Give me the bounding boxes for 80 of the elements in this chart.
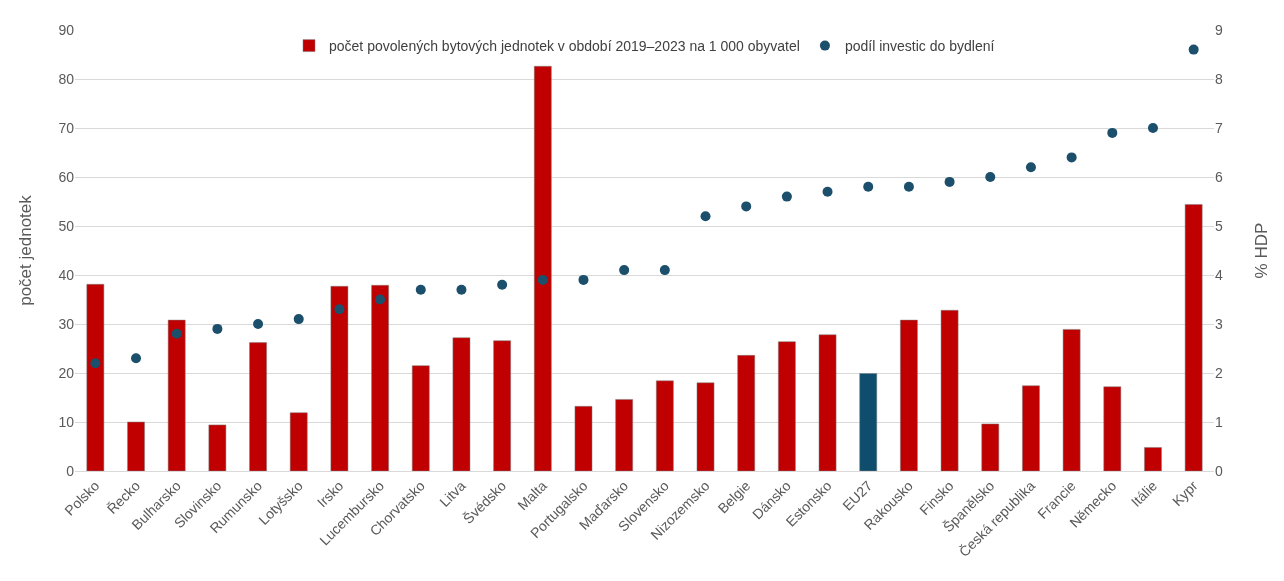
- bar: [167, 319, 186, 471]
- point: [375, 294, 386, 305]
- bar: [737, 355, 755, 471]
- point: [212, 323, 223, 334]
- point: [1147, 123, 1158, 133]
- bar: [452, 337, 471, 471]
- y-tick-label: 10: [58, 413, 75, 430]
- point: [253, 319, 264, 329]
- bar: [411, 365, 430, 471]
- bar: [86, 284, 105, 471]
- bar: [859, 373, 878, 471]
- bar: [1062, 329, 1081, 471]
- bar: [208, 424, 227, 471]
- y-tick-label: 60: [58, 168, 75, 185]
- point: [497, 279, 508, 290]
- y-tick-label: 0: [66, 462, 75, 479]
- bar: [127, 421, 145, 471]
- point: [90, 358, 101, 369]
- point: [1066, 152, 1077, 163]
- y-tick-label: 50: [58, 217, 75, 234]
- point: [781, 191, 792, 202]
- y-tick-label: 80: [58, 70, 75, 87]
- point: [1025, 162, 1036, 173]
- bar: [981, 423, 1000, 471]
- point: [334, 304, 345, 315]
- y2-tick-label: 8: [1215, 70, 1223, 87]
- y-tick-label: 20: [58, 364, 75, 381]
- y2-tick-label: 0: [1215, 462, 1223, 479]
- bar: [615, 399, 633, 471]
- y2-tick-label: 7: [1215, 119, 1223, 136]
- bar: [1022, 385, 1040, 471]
- bar: [493, 340, 511, 471]
- y2-tick-label: 4: [1215, 266, 1223, 283]
- bar: [656, 380, 674, 471]
- bar: [1144, 447, 1162, 471]
- bar: [940, 310, 959, 471]
- point: [1107, 127, 1118, 138]
- point: [415, 284, 426, 295]
- point: [456, 284, 467, 295]
- y-tick-label: 90: [58, 21, 75, 38]
- bar: [534, 66, 552, 471]
- point: [903, 181, 914, 192]
- y2-tick-label: 5: [1215, 217, 1223, 234]
- bar: [574, 406, 593, 471]
- point: [985, 172, 996, 182]
- y-tick-label: 70: [58, 119, 75, 136]
- bar: [249, 342, 267, 471]
- point: [171, 328, 182, 339]
- point: [1188, 44, 1199, 55]
- point: [700, 211, 711, 222]
- y2-tick-label: 2: [1215, 364, 1223, 381]
- legend-label: podíl investic do bydlení: [844, 38, 995, 55]
- bar: [818, 334, 837, 471]
- y2-tick-label: 6: [1215, 168, 1223, 185]
- bar: [1103, 386, 1122, 471]
- y2-tick-label: 9: [1215, 21, 1223, 38]
- y2-tick-label: 1: [1215, 413, 1223, 430]
- bar: [289, 412, 308, 471]
- point: [822, 186, 833, 197]
- point: [659, 265, 670, 276]
- bar: [778, 341, 796, 471]
- point: [537, 274, 548, 285]
- bar: [696, 382, 715, 471]
- y-tick-label: 40: [58, 266, 75, 283]
- bar: [900, 319, 918, 471]
- point: [863, 181, 874, 192]
- legend-label: počet povolených bytových jednotek v období 2019–2023 na 1 000 obyvatel: [329, 38, 800, 55]
- y-tick-label: 30: [58, 315, 75, 332]
- point: [293, 314, 304, 325]
- y2-tick-label: 3: [1215, 315, 1223, 332]
- bar: [371, 285, 389, 471]
- bar: [330, 286, 349, 471]
- point: [619, 265, 630, 276]
- y2-axis-title: % HDP: [1251, 222, 1271, 279]
- point: [578, 274, 589, 285]
- point: [131, 353, 142, 364]
- point: [741, 201, 752, 212]
- y-axis-title: počet jednotek: [16, 194, 35, 306]
- point: [944, 176, 955, 187]
- bar: [1184, 204, 1203, 471]
